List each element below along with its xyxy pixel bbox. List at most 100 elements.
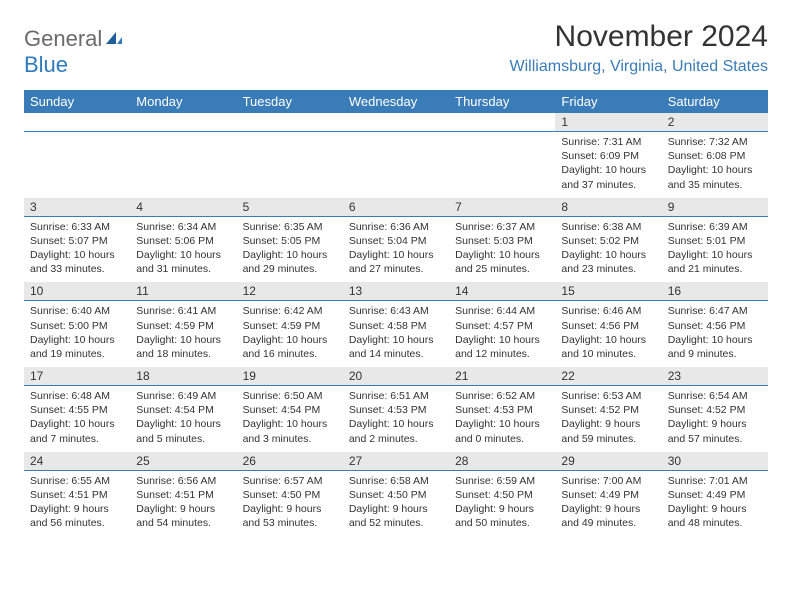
day-content-cell: Sunrise: 6:59 AMSunset: 4:50 PMDaylight:… xyxy=(449,470,555,536)
day-content-cell: Sunrise: 6:43 AMSunset: 4:58 PMDaylight:… xyxy=(343,301,449,367)
daylight-text: Daylight: 9 hours and 57 minutes. xyxy=(668,417,762,445)
sunset-text: Sunset: 4:56 PM xyxy=(668,319,762,333)
day-content-cell: Sunrise: 6:52 AMSunset: 4:53 PMDaylight:… xyxy=(449,386,555,452)
day-number-cell xyxy=(130,113,236,132)
sunset-text: Sunset: 5:07 PM xyxy=(30,234,124,248)
daylight-text: Daylight: 10 hours and 16 minutes. xyxy=(243,333,337,361)
day-content-cell: Sunrise: 6:51 AMSunset: 4:53 PMDaylight:… xyxy=(343,386,449,452)
weekday-header-row: Sunday Monday Tuesday Wednesday Thursday… xyxy=(24,90,768,113)
sunrise-text: Sunrise: 6:41 AM xyxy=(136,304,230,318)
sunrise-text: Sunrise: 6:53 AM xyxy=(561,389,655,403)
sunset-text: Sunset: 4:57 PM xyxy=(455,319,549,333)
daylight-text: Daylight: 10 hours and 9 minutes. xyxy=(668,333,762,361)
day-number-cell: 29 xyxy=(555,452,661,471)
daylight-text: Daylight: 10 hours and 37 minutes. xyxy=(561,163,655,191)
weekday-header: Friday xyxy=(555,90,661,113)
day-content-cell: Sunrise: 7:00 AMSunset: 4:49 PMDaylight:… xyxy=(555,470,661,536)
daylight-text: Daylight: 9 hours and 52 minutes. xyxy=(349,502,443,530)
sunrise-text: Sunrise: 6:35 AM xyxy=(243,220,337,234)
sunset-text: Sunset: 4:59 PM xyxy=(243,319,337,333)
daynum-row: 17181920212223 xyxy=(24,367,768,386)
day-number-cell: 3 xyxy=(24,198,130,217)
daylight-text: Daylight: 10 hours and 14 minutes. xyxy=(349,333,443,361)
day-number-cell: 1 xyxy=(555,113,661,132)
day-content-cell: Sunrise: 7:32 AMSunset: 6:08 PMDaylight:… xyxy=(662,132,768,198)
content-row: Sunrise: 6:33 AMSunset: 5:07 PMDaylight:… xyxy=(24,216,768,282)
sunrise-text: Sunrise: 6:47 AM xyxy=(668,304,762,318)
sunrise-text: Sunrise: 6:52 AM xyxy=(455,389,549,403)
day-content-cell: Sunrise: 6:36 AMSunset: 5:04 PMDaylight:… xyxy=(343,216,449,282)
calendar-page: General Blue November 2024 Williamsburg,… xyxy=(0,0,792,556)
day-number-cell: 5 xyxy=(237,198,343,217)
day-content-cell: Sunrise: 6:53 AMSunset: 4:52 PMDaylight:… xyxy=(555,386,661,452)
sunset-text: Sunset: 6:08 PM xyxy=(668,149,762,163)
daylight-text: Daylight: 10 hours and 10 minutes. xyxy=(561,333,655,361)
sunset-text: Sunset: 5:01 PM xyxy=(668,234,762,248)
sunrise-text: Sunrise: 6:40 AM xyxy=(30,304,124,318)
sunset-text: Sunset: 4:49 PM xyxy=(668,488,762,502)
content-row: Sunrise: 6:40 AMSunset: 5:00 PM Daylight:… xyxy=(24,301,768,367)
day-content-cell xyxy=(130,132,236,198)
logo: General Blue xyxy=(24,20,124,78)
day-content-cell: Sunrise: 6:41 AMSunset: 4:59 PMDaylight:… xyxy=(130,301,236,367)
day-number-cell: 4 xyxy=(130,198,236,217)
sunrise-text: Sunrise: 6:43 AM xyxy=(349,304,443,318)
day-content-cell: Sunrise: 6:39 AMSunset: 5:01 PMDaylight:… xyxy=(662,216,768,282)
day-content-cell: Sunrise: 6:34 AMSunset: 5:06 PMDaylight:… xyxy=(130,216,236,282)
sunrise-text: Sunrise: 6:54 AM xyxy=(668,389,762,403)
logo-sail-icon xyxy=(104,30,124,51)
sunset-text: Sunset: 5:05 PM xyxy=(243,234,337,248)
sunrise-text: Sunrise: 6:50 AM xyxy=(243,389,337,403)
sunrise-text: Sunrise: 6:34 AM xyxy=(136,220,230,234)
day-content-cell: Sunrise: 6:56 AMSunset: 4:51 PMDaylight:… xyxy=(130,470,236,536)
day-content-cell: Sunrise: 6:46 AMSunset: 4:56 PMDaylight:… xyxy=(555,301,661,367)
day-content-cell xyxy=(343,132,449,198)
sunrise-text: Sunrise: 6:46 AM xyxy=(561,304,655,318)
weekday-header: Sunday xyxy=(24,90,130,113)
day-content-cell xyxy=(449,132,555,198)
content-row: Sunrise: 7:31 AMSunset: 6:09 PMDaylight:… xyxy=(24,132,768,198)
weekday-header: Thursday xyxy=(449,90,555,113)
day-content-cell xyxy=(24,132,130,198)
logo-text: General Blue xyxy=(24,26,124,78)
day-number-cell: 9 xyxy=(662,198,768,217)
daylight-text: Daylight: 10 hours and 5 minutes. xyxy=(136,417,230,445)
sunset-text: Sunset: 4:51 PM xyxy=(136,488,230,502)
day-content-cell: Sunrise: 6:57 AMSunset: 4:50 PMDaylight:… xyxy=(237,470,343,536)
day-number-cell: 7 xyxy=(449,198,555,217)
sunrise-text: Sunrise: 6:55 AM xyxy=(30,474,124,488)
sunset-text: Sunset: 4:53 PM xyxy=(349,403,443,417)
location: Williamsburg, Virginia, United States xyxy=(510,58,768,76)
day-number-cell xyxy=(343,113,449,132)
day-number-cell xyxy=(449,113,555,132)
sunset-text: Sunset: 6:09 PM xyxy=(561,149,655,163)
calendar-table: Sunday Monday Tuesday Wednesday Thursday… xyxy=(24,90,768,536)
day-number-cell xyxy=(237,113,343,132)
sunrise-text: Sunrise: 6:49 AM xyxy=(136,389,230,403)
daynum-row: 24252627282930 xyxy=(24,452,768,471)
daylight-text: Daylight: 10 hours and 7 minutes. xyxy=(30,417,124,445)
sunrise-text: Sunrise: 6:42 AM xyxy=(243,304,337,318)
logo-general: General xyxy=(24,26,102,51)
daylight-text: Daylight: 10 hours and 12 minutes. xyxy=(455,333,549,361)
daylight-text: Daylight: 10 hours and 23 minutes. xyxy=(561,248,655,276)
logo-blue: Blue xyxy=(24,52,68,77)
sunrise-text: Sunrise: 6:48 AM xyxy=(30,389,124,403)
daylight-text: Daylight: 10 hours and 31 minutes. xyxy=(136,248,230,276)
sunset-text: Sunset: 4:50 PM xyxy=(243,488,337,502)
sunset-text: Sunset: 4:55 PM xyxy=(30,403,124,417)
sunset-text: Sunset: 5:00 PM xyxy=(30,319,124,333)
sunrise-text: Sunrise: 6:57 AM xyxy=(243,474,337,488)
daylight-text: Daylight: 9 hours and 49 minutes. xyxy=(561,502,655,530)
sunrise-text: Sunrise: 6:59 AM xyxy=(455,474,549,488)
day-content-cell: Sunrise: 6:42 AMSunset: 4:59 PMDaylight:… xyxy=(237,301,343,367)
sunset-text: Sunset: 4:50 PM xyxy=(349,488,443,502)
sunset-text: Sunset: 5:06 PM xyxy=(136,234,230,248)
sunrise-text: Sunrise: 6:44 AM xyxy=(455,304,549,318)
sunset-text: Sunset: 4:52 PM xyxy=(668,403,762,417)
day-number-cell: 25 xyxy=(130,452,236,471)
daylight-text: Daylight: 10 hours and 18 minutes. xyxy=(136,333,230,361)
sunset-text: Sunset: 4:53 PM xyxy=(455,403,549,417)
daynum-row: 12 xyxy=(24,113,768,132)
sunrise-text: Sunrise: 6:37 AM xyxy=(455,220,549,234)
